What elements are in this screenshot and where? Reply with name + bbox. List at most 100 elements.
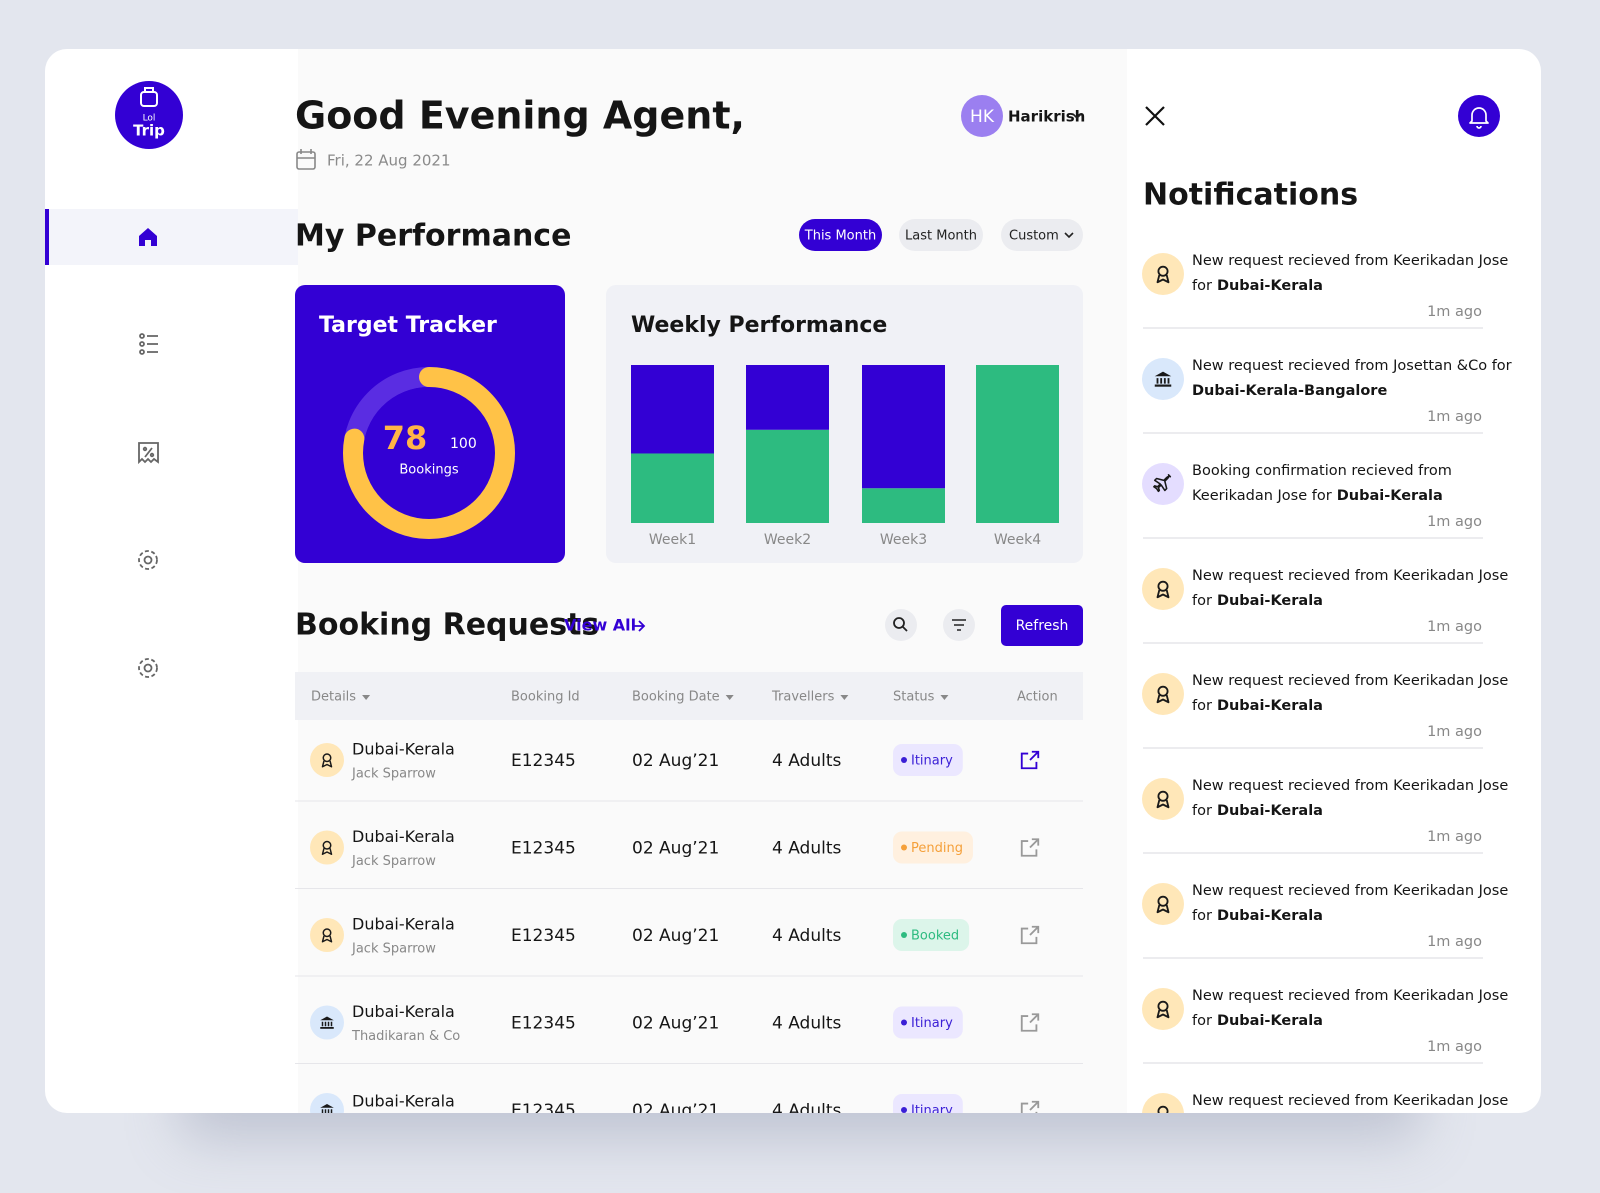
notification[interactable]: New request recieved from Keerikadan Jos… xyxy=(1142,673,1508,749)
status-pill xyxy=(893,1006,963,1039)
travellers: 4 Adults xyxy=(772,926,842,946)
notification[interactable]: New request recieved from Keerikadan Jos… xyxy=(1142,568,1508,644)
notif-line: New request recieved from Josettan &Co f… xyxy=(1192,358,1512,374)
logo-name: Trip xyxy=(133,122,165,140)
notif-highlight: Dubai-Kerala-Bangalore xyxy=(1192,383,1387,399)
booking-date: 02 Aug’21 xyxy=(632,839,719,859)
filter-button[interactable] xyxy=(943,609,975,641)
filter-pill[interactable]: Custom xyxy=(1001,219,1083,251)
notification[interactable]: New request recieved from Keerikadan Jos… xyxy=(1142,883,1508,959)
traveller-name: Thadikaran & Co xyxy=(351,1029,460,1044)
calendar-icon xyxy=(296,149,316,170)
status-label: Itinary xyxy=(911,1104,953,1119)
booking-date: 02 Aug’21 xyxy=(632,1101,719,1121)
notif-text: for xyxy=(1192,698,1212,714)
nav-home[interactable] xyxy=(139,228,157,246)
status-label: Booked xyxy=(911,929,959,944)
refresh-label: Refresh xyxy=(1016,618,1069,634)
panel-title: Notifications xyxy=(1143,178,1358,213)
status-dot xyxy=(901,1019,907,1026)
table-row: Dubai-Kerala E12345 02 Aug’21 4 Adults Itina… xyxy=(310,1092,1040,1121)
booking-requests: Booking Requests View All Refresh Detail… xyxy=(295,605,1083,1121)
notification[interactable]: New request recieved from Keerikadan Jos… xyxy=(1142,778,1508,854)
notif-time: 1m ago xyxy=(1427,724,1482,740)
logo[interactable]: Lol Trip xyxy=(115,81,183,149)
table-row: Dubai-Kerala Jack Sparrow E12345 02 Aug’21 4… xyxy=(295,915,1083,977)
notification[interactable]: New request recieved from Keerikadan Jos… xyxy=(1142,253,1508,329)
table-row: Dubai-Kerala Jack Sparrow E12345 02 Aug’21 4… xyxy=(295,740,1083,802)
filter-pill[interactable]: Last Month xyxy=(899,219,983,251)
notification[interactable]: New request recieved from Keerikadan Jos… xyxy=(1142,988,1508,1064)
notif-avatar xyxy=(1142,883,1184,925)
bar-segment xyxy=(631,453,714,523)
nav-settings-2[interactable] xyxy=(138,658,158,678)
main-bg xyxy=(298,49,1127,1113)
notif-line: New request recieved from Keerikadan Jos… xyxy=(1192,988,1508,1004)
sort-arrow[interactable] xyxy=(940,695,949,700)
booking-id: E12345 xyxy=(511,1014,576,1034)
traveller-name: Jack Sparrow xyxy=(351,767,436,782)
status-label: Pending xyxy=(911,841,963,856)
notif-line: New request recieved from Keerikadan Jos… xyxy=(1192,253,1508,269)
pill-bg xyxy=(799,219,882,251)
sort-arrow[interactable] xyxy=(362,695,371,700)
x-tick-label: Week4 xyxy=(994,532,1041,548)
bar-segment xyxy=(746,365,829,430)
notif-avatar xyxy=(1142,1093,1184,1113)
status-dot xyxy=(901,932,907,938)
notif-avatar xyxy=(1142,988,1184,1030)
user-menu[interactable]: HK Harikrish xyxy=(961,95,1085,137)
sort-arrow[interactable] xyxy=(840,695,849,700)
notif-line: New request recieved from Keerikadan Jos… xyxy=(1192,673,1508,689)
view-all-label: View All xyxy=(564,616,636,635)
destination: Dubai-Kerala xyxy=(352,1002,455,1021)
status-dot xyxy=(901,757,907,763)
x-tick-label: Week1 xyxy=(649,532,696,548)
date: Fri, 22 Aug 2021 xyxy=(327,152,451,170)
nav-offers[interactable] xyxy=(138,442,159,465)
section-title: Booking Requests xyxy=(295,608,599,643)
nav-list[interactable] xyxy=(139,333,158,355)
close-button[interactable] xyxy=(1145,106,1165,126)
notification[interactable]: New request recieved from Josettan &Co f… xyxy=(1142,358,1512,434)
notif-time: 1m ago xyxy=(1427,829,1482,845)
row-avatar xyxy=(310,918,344,952)
travellers: 4 Adults xyxy=(772,839,842,859)
bell-button[interactable] xyxy=(1458,95,1500,137)
notif-text: for xyxy=(1192,593,1212,609)
bar-segment xyxy=(862,365,945,489)
notif-line: for Dubai-Kerala xyxy=(1192,1013,1323,1029)
notif-avatar xyxy=(1142,358,1184,400)
view-all[interactable]: View All xyxy=(564,616,646,635)
notif-highlight: Dubai-Kerala xyxy=(1217,1013,1323,1029)
notif-avatar xyxy=(1142,778,1184,820)
notif-highlight: Dubai-Kerala xyxy=(1217,698,1323,714)
search-button[interactable] xyxy=(885,609,917,641)
notification[interactable]: New request recieved from Keerikadan Jos… xyxy=(1142,1093,1508,1135)
row-avatar xyxy=(310,830,344,865)
status-dot xyxy=(901,844,907,851)
sort-arrow[interactable] xyxy=(725,695,734,700)
target-tracker: Target Tracker 78 100 Bookings xyxy=(295,285,565,563)
donut-progress xyxy=(343,367,515,539)
booking-id: E12345 xyxy=(511,751,576,771)
filter-pill[interactable]: This Month xyxy=(799,219,882,251)
row-avatar xyxy=(310,1093,344,1113)
nav-settings[interactable] xyxy=(138,550,158,570)
notif-time: 1m ago xyxy=(1427,934,1482,950)
notif-avatar xyxy=(1142,673,1184,715)
refresh-button[interactable]: Refresh xyxy=(1001,605,1083,646)
pill-label: This Month xyxy=(804,229,876,244)
notif-line: for Dubai-Kerala xyxy=(1192,698,1323,714)
table-row: Dubai-Kerala Jack Sparrow E12345 02 Aug’21 4… xyxy=(295,827,1083,889)
status-pill xyxy=(893,831,973,864)
status-pill xyxy=(893,1094,963,1113)
notification[interactable]: Booking confirmation recieved from Keerik… xyxy=(1142,463,1483,539)
notif-time: 1m ago xyxy=(1427,409,1482,425)
booking-date: 02 Aug’21 xyxy=(632,1014,719,1034)
column-header: Travellers xyxy=(771,690,835,705)
logo-small: Lol xyxy=(143,114,156,124)
achieved-value: 78 xyxy=(383,419,428,457)
sidebar: Lol Trip xyxy=(45,81,298,678)
